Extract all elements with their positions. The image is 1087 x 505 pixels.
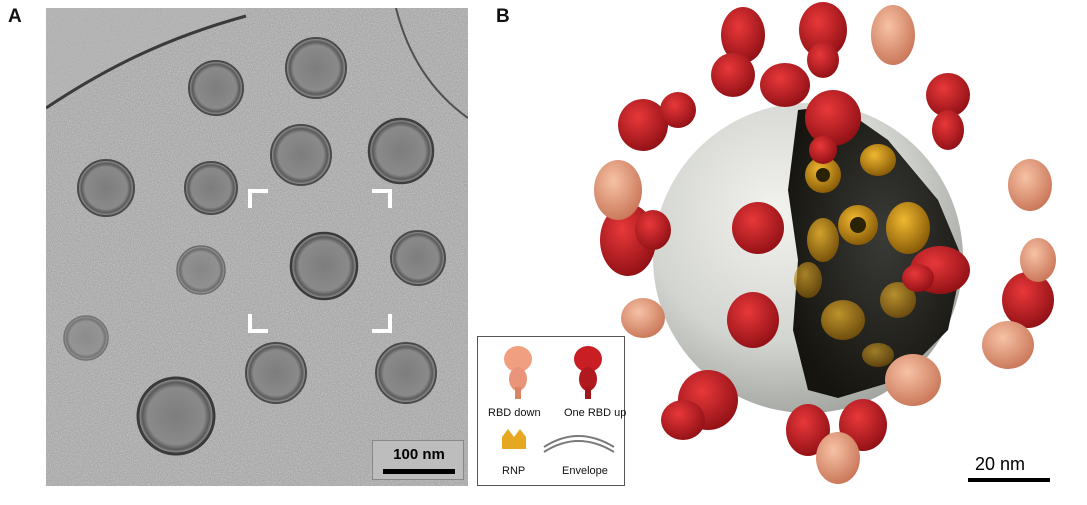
spike-down [621, 298, 665, 338]
rnp [880, 282, 916, 318]
spikes-rbd-down [594, 5, 1056, 484]
scale-label-a: 100 nm [393, 446, 445, 463]
spike-down [1008, 159, 1052, 211]
rnp [807, 218, 839, 262]
cryo-tomogram-image: 100 nm [46, 8, 468, 486]
virion [184, 161, 238, 215]
legend-label-rnp: RNP [502, 465, 526, 477]
spike-up [711, 7, 765, 97]
rnp-hole [850, 217, 866, 233]
scale-bar-a [383, 469, 455, 474]
spike-up [786, 404, 830, 456]
rbd-down-legend-icon [504, 346, 532, 399]
virion [270, 124, 332, 186]
rnp-complexes [794, 144, 930, 367]
spike-up [926, 73, 970, 150]
spike-down [816, 432, 860, 484]
spike-up [727, 292, 779, 348]
spike-down [1020, 238, 1056, 282]
virion [245, 342, 307, 404]
virion [285, 37, 347, 99]
spike-up [805, 90, 861, 164]
spike-up [1002, 272, 1054, 328]
spike-down [982, 321, 1034, 369]
virion-model-svg [594, 2, 1056, 484]
virion [390, 230, 446, 286]
virion [188, 60, 244, 116]
virion-highlighted [289, 231, 359, 301]
spike-down [594, 160, 642, 220]
virion [136, 376, 216, 456]
rnp-hole [816, 168, 830, 182]
scale-label-b: 20 nm [975, 454, 1026, 474]
panel-label-b: B [496, 6, 510, 27]
carbon-edge-right [395, 8, 468, 119]
spike-up [600, 204, 671, 276]
rbd-up-legend-icon [574, 346, 602, 399]
micrograph-svg [46, 8, 468, 486]
rnp-legend-icon [502, 429, 526, 449]
spike-down [885, 354, 941, 406]
carbon-edge [46, 14, 247, 110]
rnp [794, 262, 822, 298]
virion [176, 245, 226, 295]
virion-particles [63, 37, 446, 456]
virion-model: 20 nm [478, 0, 1087, 500]
rnp [860, 144, 896, 176]
spike-up [661, 370, 738, 440]
selection-brackets [248, 189, 392, 333]
rnp [862, 343, 894, 367]
legend-icons [502, 346, 615, 453]
rnp [886, 202, 930, 254]
legend-label-rbd-up: One RBD up [564, 407, 627, 419]
virion [367, 117, 435, 185]
spike-up [618, 92, 696, 151]
scale-bar-box-a: 100 nm [372, 440, 464, 480]
virion [375, 342, 437, 404]
spike-up [902, 246, 970, 294]
spike-down [871, 5, 915, 65]
virion [77, 159, 135, 217]
spike-up [760, 63, 810, 107]
virion [63, 315, 109, 361]
rnp [821, 300, 865, 340]
legend-label-rbd-down: RBD down [488, 407, 541, 419]
envelope-legend-icon [543, 435, 615, 453]
legend: RBD down One RBD up RNP Envelope [477, 336, 627, 486]
spikes-rbd-up [600, 2, 1054, 456]
spike-up [799, 2, 847, 78]
carbon-region [46, 8, 246, 108]
spike-up [732, 202, 784, 254]
panel-label-a: A [8, 6, 22, 27]
legend-label-envelope: Envelope [562, 465, 608, 477]
